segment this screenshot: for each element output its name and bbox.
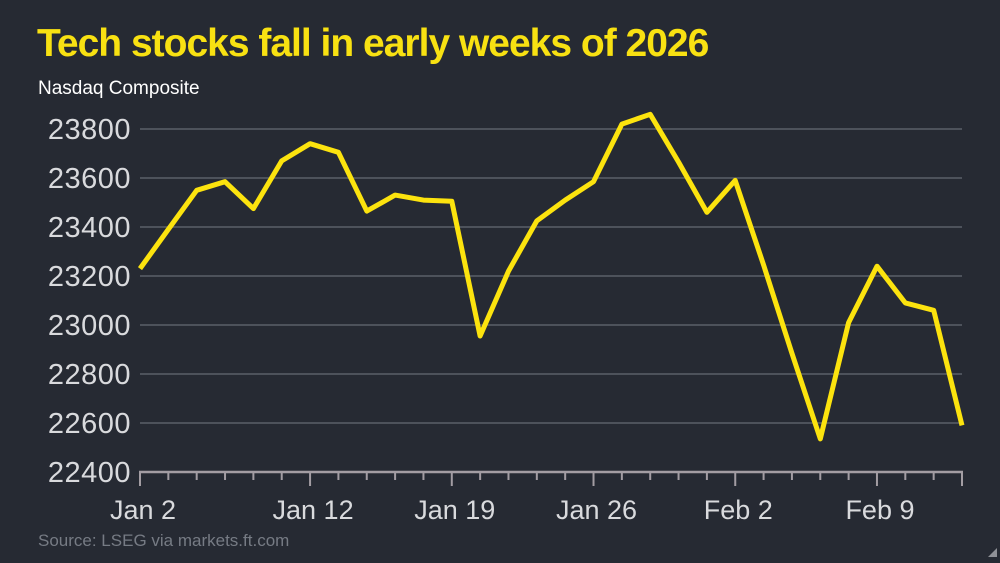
y-axis-label: 23200 — [48, 261, 131, 293]
x-axis-label: Jan 19 — [414, 495, 495, 525]
source-attribution: Source: LSEG via markets.ft.com — [38, 531, 290, 550]
y-axis-label: 22400 — [48, 457, 131, 489]
y-axis-label: 23600 — [48, 163, 131, 195]
y-axis-label: 23800 — [48, 114, 131, 146]
x-axis-label: Jan 2 — [110, 495, 176, 525]
chart-title: Tech stocks fall in early weeks of 2026 — [37, 22, 709, 65]
price-line-nasdaq — [137, 111, 965, 442]
x-axis-label: Jan 26 — [556, 495, 637, 525]
x-axis-label: Feb 2 — [704, 495, 773, 525]
x-axis-label: Feb 9 — [845, 495, 914, 525]
corner-resize-mark — [988, 548, 997, 557]
x-axis-label: Jan 12 — [273, 495, 354, 525]
y-axis-label: 23400 — [48, 212, 131, 244]
y-axis-label: 22800 — [48, 359, 131, 391]
y-axis-label: 23000 — [48, 310, 131, 342]
chart-subtitle: Nasdaq Composite — [38, 78, 200, 99]
y-axis-label: 22600 — [48, 408, 131, 440]
